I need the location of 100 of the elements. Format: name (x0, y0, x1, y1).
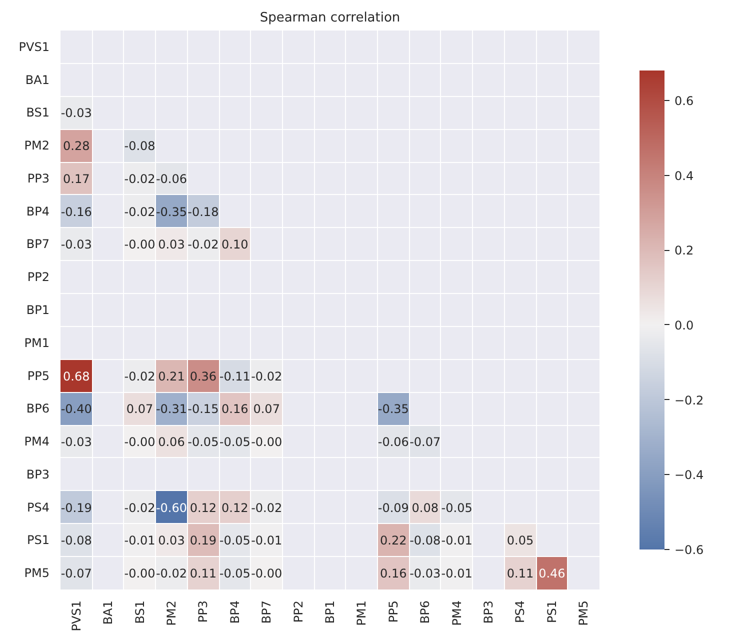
x-tick-label: BP6 (418, 600, 432, 624)
data-label: 0.06 (158, 435, 185, 450)
data-label: -0.31 (156, 402, 188, 416)
data-label: 0.28 (62, 139, 90, 154)
data-label: -0.03 (60, 106, 92, 120)
y-tick-label: PP3 (27, 171, 50, 186)
data-label: -0.35 (378, 402, 409, 416)
y-tick-label: BP1 (26, 303, 50, 317)
y-tick-label: BP4 (26, 204, 50, 218)
data-label: -0.03 (60, 238, 92, 252)
y-tick-label: PP5 (27, 368, 50, 383)
x-tick-label: PP3 (196, 600, 210, 623)
data-label: -0.35 (156, 204, 188, 219)
data-label: 0.11 (190, 566, 217, 581)
data-label: -0.02 (124, 500, 156, 515)
x-tick-label: PS1 (544, 600, 559, 623)
data-label: -0.03 (410, 566, 441, 581)
y-tick-label: PS4 (27, 500, 50, 514)
color-bar-label: 0.2 (674, 244, 694, 258)
x-tick-label: PVS1 (69, 600, 84, 632)
color-bar-label: 0.0 (674, 318, 694, 332)
data-label: -0.07 (60, 566, 92, 581)
data-label: -0.05 (441, 500, 472, 515)
data-label: 0.03 (158, 238, 185, 252)
data-label: 0.68 (62, 369, 90, 384)
data-label: 0.46 (538, 566, 566, 581)
data-label: -0.00 (251, 435, 282, 450)
x-tick-label: BP7 (260, 600, 274, 624)
x-tick-label: PM1 (354, 600, 369, 626)
color-bar-label: −0.4 (674, 468, 704, 482)
data-label: 0.36 (190, 369, 217, 384)
data-label: -0.02 (124, 172, 156, 186)
x-tick-label: PM5 (576, 600, 591, 626)
color-bar-label: 0.6 (674, 94, 694, 108)
data-label: 0.05 (506, 534, 534, 548)
x-tick-label: PS4 (513, 600, 528, 623)
x-tick-label: PM4 (450, 600, 464, 626)
data-label: 0.12 (222, 500, 248, 515)
data-label: 0.11 (506, 566, 534, 581)
data-label: -0.07 (410, 435, 441, 450)
data-label: -0.05 (188, 435, 219, 450)
data-label: -0.06 (378, 435, 409, 450)
y-tick-label: PVS1 (18, 40, 50, 54)
data-label: 0.19 (190, 534, 217, 548)
y-tick-label: PM4 (24, 434, 50, 449)
y-tick-label: PP2 (27, 270, 50, 284)
data-label: -0.01 (441, 566, 472, 581)
data-label: -0.00 (251, 566, 282, 581)
data-label: -0.05 (219, 566, 250, 581)
x-tick-label: PP5 (386, 600, 400, 623)
data-label: -0.09 (378, 500, 409, 515)
x-tick-label: BP1 (323, 600, 337, 624)
y-tick-label: BP7 (26, 237, 50, 252)
y-tick-label: BP3 (26, 467, 50, 482)
data-label: -0.18 (188, 204, 219, 219)
data-label: -0.02 (156, 566, 188, 581)
x-tick-label: BP3 (482, 600, 496, 624)
x-tick-label: PM2 (164, 600, 178, 626)
data-label: 0.16 (222, 402, 248, 416)
y-tick-label: BA1 (25, 72, 50, 87)
color-bar-label: −0.2 (674, 393, 704, 408)
data-label: -0.08 (124, 139, 156, 154)
data-label: 0.07 (253, 402, 280, 416)
data-label: 0.22 (380, 534, 407, 548)
x-tick-label: PP2 (291, 600, 306, 623)
data-label: -0.02 (188, 238, 219, 252)
y-tick-label: PM2 (24, 138, 50, 153)
data-label: -0.02 (124, 369, 156, 384)
data-label: -0.05 (219, 534, 250, 548)
x-tick-label: BS1 (132, 600, 147, 624)
y-tick-label: PM1 (24, 336, 50, 350)
y-tick-label: BP6 (26, 402, 50, 416)
x-tick-label: BA1 (101, 600, 116, 625)
color-bar-label: −0.6 (674, 543, 704, 557)
data-label: -0.00 (124, 238, 156, 252)
data-label: 0.03 (158, 534, 185, 548)
data-label: -0.02 (251, 500, 282, 515)
data-label: -0.15 (188, 402, 219, 416)
data-label: 0.12 (190, 500, 217, 515)
data-label: 0.10 (222, 238, 248, 252)
x-tick-label: BP4 (228, 600, 242, 624)
data-label: -0.01 (251, 534, 282, 548)
data-label: -0.16 (60, 204, 92, 219)
data-label: -0.60 (156, 500, 188, 515)
data-label: 0.07 (126, 402, 154, 416)
data-label: -0.11 (219, 369, 250, 384)
y-tick-label: BS1 (26, 106, 50, 120)
data-label: -0.03 (60, 435, 92, 450)
data-label: -0.05 (219, 435, 250, 450)
data-label: -0.06 (156, 172, 188, 186)
data-label: -0.00 (124, 435, 156, 450)
y-tick-label: PS1 (27, 533, 50, 548)
data-label: -0.00 (124, 566, 156, 581)
color-bar-label: 0.4 (674, 168, 694, 183)
data-label: -0.08 (410, 534, 441, 548)
y-tick-label: PM5 (24, 566, 50, 580)
data-label: -0.19 (60, 500, 92, 515)
chart-title: Spearman correlation (260, 10, 400, 26)
data-label: -0.01 (441, 534, 472, 548)
data-label: -0.01 (124, 534, 156, 548)
